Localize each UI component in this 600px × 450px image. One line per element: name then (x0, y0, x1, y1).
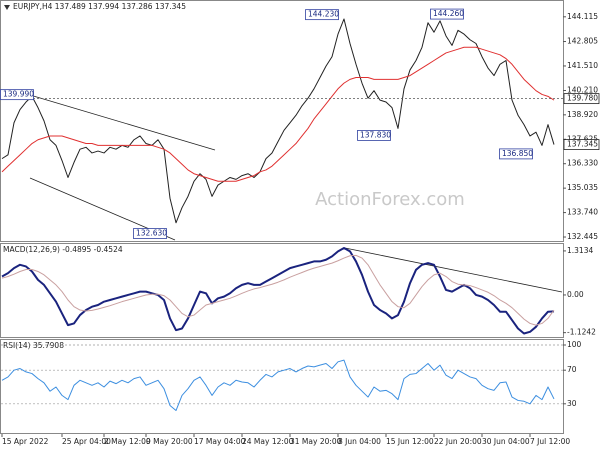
x-tick-label: 2 May 12:00 (104, 437, 151, 446)
series-line (1, 18, 555, 224)
x-tick-label: 15 Apr 2022 (2, 437, 49, 446)
y-tick-label: 140.210 (567, 85, 598, 94)
price-annotation: 132.630 (136, 229, 167, 238)
price-annotation: 136.850 (502, 149, 533, 158)
symbol-icon (4, 5, 10, 10)
level-label: 137.345 (567, 140, 598, 149)
x-tick-label: 30 Jun 04:00 (482, 437, 530, 446)
y-tick-label: 0.00 (567, 290, 584, 299)
x-tick-label: 31 May 20:00 (290, 437, 342, 446)
y-tick-label: 132.445 (567, 232, 598, 241)
price-annotation: 139.990 (3, 90, 34, 99)
y-tick-label: 70 (567, 365, 577, 374)
panel-title: RSI(14) 35.7908 (3, 341, 64, 350)
price-annotation: 144.230 (308, 10, 339, 19)
macd-panel (0, 243, 564, 338)
x-tick-label: 9 May 20:00 (146, 437, 193, 446)
x-tick-label: 17 May 04:00 (194, 437, 246, 446)
price-annotation-box (499, 148, 533, 160)
price-annotation: 144.260 (433, 9, 464, 18)
panel-title: MACD(12,26,9) -0.4895 -0.4524 (3, 245, 123, 254)
x-tick-label: 25 Apr 04:00 (62, 437, 111, 446)
rsi-panel (0, 339, 564, 434)
price-annotation-box (0, 89, 34, 101)
price-annotation-box (305, 9, 339, 21)
trend-line (344, 247, 563, 293)
level-box (563, 93, 600, 105)
y-tick-label: 30 (567, 399, 577, 408)
y-tick-label: 136.330 (567, 159, 598, 168)
y-tick-label: 135.035 (567, 183, 598, 192)
series-line (1, 359, 555, 412)
level-label: 139.780 (567, 94, 598, 103)
panel-title: EURJPY,H4 137.489 137.994 137.286 137.34… (13, 2, 186, 11)
series-line (1, 254, 555, 326)
x-tick-label: 24 May 12:00 (242, 437, 294, 446)
x-tick-label: 15 Jun 12:00 (386, 437, 434, 446)
price-annotation-box (357, 130, 391, 141)
y-tick-label: 100 (567, 340, 582, 349)
series-line (1, 46, 555, 182)
y-tick-label: 1.3134 (567, 246, 593, 255)
y-tick-label: 142.805 (567, 37, 598, 46)
watermark: ActionForex.com (315, 189, 465, 210)
price-annotation-box (430, 8, 464, 20)
y-tick-label: 144.115 (567, 12, 598, 21)
level-box (563, 139, 600, 150)
series-line (1, 247, 555, 335)
y-tick-label: 141.510 (567, 61, 598, 70)
price-panel (0, 0, 564, 242)
y-tick-label: 137.625 (567, 134, 598, 143)
x-tick-label: 8 Jun 04:00 (338, 437, 381, 446)
x-tick-label: 22 Jun 20:00 (434, 437, 482, 446)
y-tick-label: 138.920 (567, 110, 598, 119)
price-annotation: 137.830 (360, 130, 391, 139)
y-tick-label: 133.740 (567, 208, 598, 217)
trend-line (29, 94, 216, 151)
y-tick-label: -1.1242 (567, 328, 596, 337)
price-annotation-box (133, 228, 167, 239)
x-tick-label: 7 Jul 12:00 (530, 437, 570, 446)
